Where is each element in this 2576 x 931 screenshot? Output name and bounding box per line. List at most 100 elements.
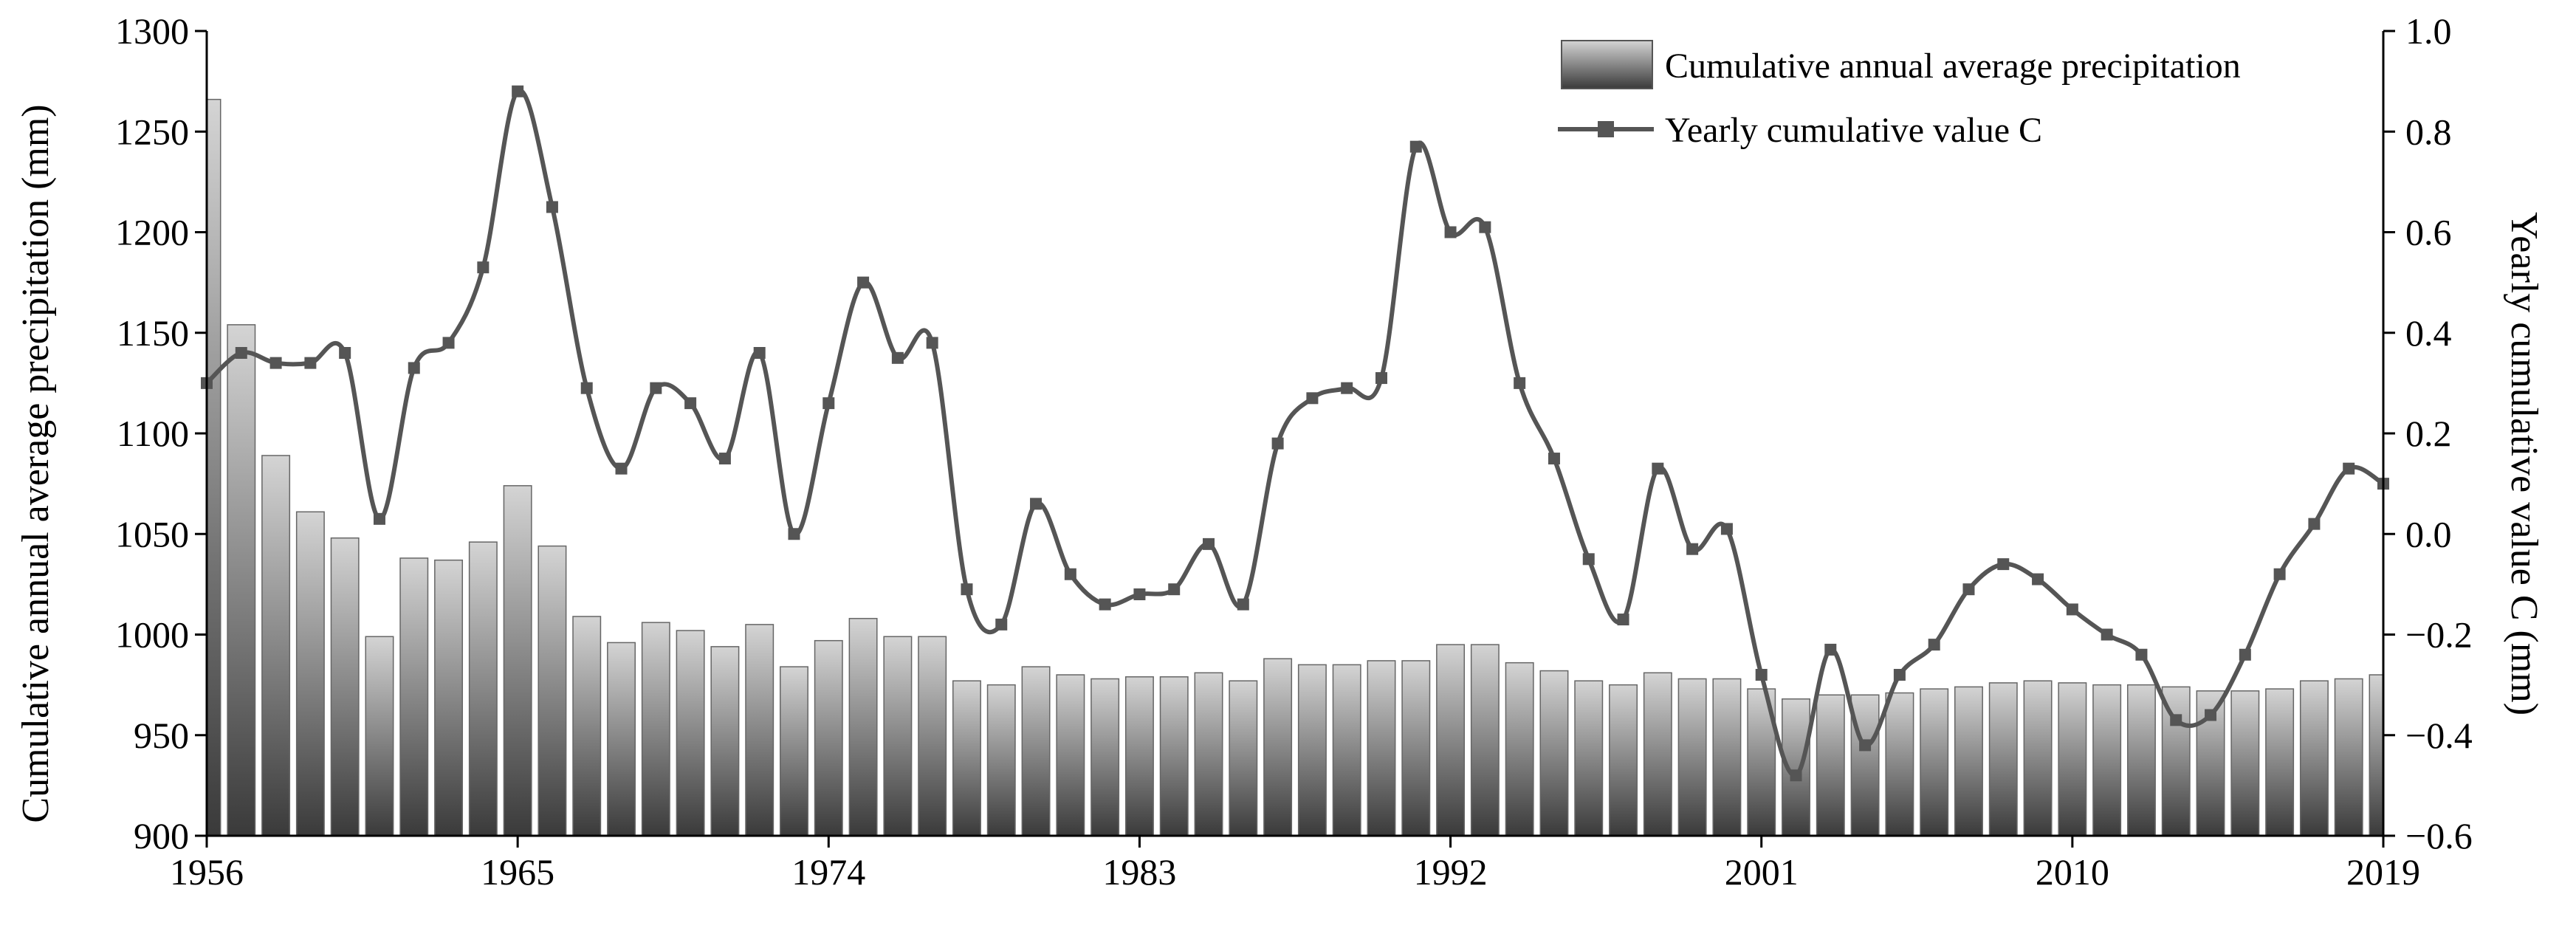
bar-1985 [1194,672,1223,836]
bar-2003 [1816,694,1845,836]
line-marker-1989 [1341,382,1353,394]
bar-1986 [1229,680,1258,836]
bar-1964 [468,541,498,836]
line-marker-1965 [512,85,524,97]
right-tick-label: −0.4 [2405,715,2473,756]
line-marker-1992 [1444,226,1457,238]
right-tick-label: −0.6 [2405,815,2473,856]
bar-series [206,98,2384,836]
bar-2006 [1920,688,1949,836]
x-tick-label: 2019 [2346,851,2420,893]
line-marker-1966 [546,201,558,213]
legend-label-line: Yearly cumulative value C [1665,111,2042,150]
bar-1996 [1574,680,1604,836]
line-marker-1986 [1237,598,1249,611]
bar-1975 [848,617,878,836]
legend-label-bar: Cumulative annual average precipitation [1665,47,2241,86]
line-marker-2015 [2239,648,2251,661]
bar-1982 [1090,678,1120,836]
line-marker-2003 [1824,643,1837,656]
line-marker-2002 [1790,769,1802,782]
bar-2012 [2126,684,2156,836]
bar-1993 [1470,644,1500,836]
line-marker-1962 [408,362,420,374]
bar-1981 [1056,674,1085,836]
line-marker-1990 [1375,372,1387,385]
right-tick-label: 0.0 [2405,513,2452,554]
bar-1990 [1367,660,1396,836]
bar-1972 [745,624,774,836]
bar-1994 [1505,662,1534,836]
bar-2005 [1885,692,1914,836]
bar-1978 [952,680,981,836]
line-marker-1960 [339,347,351,359]
line-marker-1983 [1133,588,1146,600]
line-marker-1975 [857,276,870,289]
line-marker-2001 [1755,669,1768,681]
bar-2013 [2161,686,2191,836]
bar-2011 [2092,684,2122,836]
line-marker-1997 [1617,614,1629,626]
bar-1960 [330,537,360,836]
bar-1979 [986,684,1016,836]
x-tick-label: 1974 [791,851,865,893]
right-tick-label: 0.6 [2405,212,2452,253]
line-marker-1979 [995,618,1008,631]
line-marker-1958 [269,357,282,369]
left-tick-label: 1200 [115,212,189,253]
line-marker-2005 [1893,669,1906,681]
legend-bar-swatch [1561,40,1653,89]
legend-line-marker [1598,121,1614,137]
bar-1974 [814,639,843,836]
line-marker-1991 [1409,140,1422,153]
right-tick-label: −0.2 [2405,614,2473,656]
x-tick-label: 1983 [1102,851,1176,893]
line-marker-1999 [1686,543,1699,555]
line-marker-1963 [442,337,455,349]
bar-1967 [572,616,602,836]
bar-1971 [710,646,740,836]
bar-2000 [1712,678,1742,836]
line-marker-1977 [926,337,938,349]
bar-2008 [1988,682,2018,836]
x-tick-label: 1956 [170,851,244,893]
bar-2007 [1954,686,1983,836]
right-tick-label: 1.0 [2405,10,2452,52]
line-marker-1996 [1582,553,1595,566]
bar-2019 [2369,674,2384,836]
line-marker-1959 [304,357,317,369]
bar-1987 [1263,658,1293,836]
x-tick-label: 1965 [481,851,554,893]
left-tick-label: 900 [134,815,189,856]
bar-1956 [206,98,221,836]
bar-1980 [1021,666,1051,836]
bar-1983 [1124,676,1154,836]
line-marker-1982 [1099,598,1111,611]
line-marker-2010 [2066,603,2078,616]
line-marker-1964 [477,261,490,274]
axes [195,30,2395,848]
bar-1966 [537,545,567,836]
line-marker-1967 [580,382,593,394]
bar-1962 [399,557,429,836]
bar-1991 [1401,660,1431,836]
bar-1992 [1436,644,1466,836]
bar-1977 [918,636,947,836]
left-axis-title: Cumulative annual average precipitation … [15,104,57,822]
bar-1989 [1332,664,1361,836]
line-marker-1988 [1306,392,1319,405]
bar-2010 [2058,682,2087,836]
line-marker-2009 [2032,573,2044,585]
line-marker-2018 [2343,462,2355,475]
line-marker-2007 [1962,583,1975,596]
bar-1961 [365,636,394,836]
line-marker-1973 [788,528,800,540]
line-marker-1984 [1168,583,1181,596]
left-tick-label: 950 [134,715,189,756]
bar-1970 [676,630,705,836]
right-tick-label: 0.8 [2405,111,2452,152]
tick-labels: 900 950 1000 1050 1100 1150 1200 1250 1300 −0.6 −0… [115,10,2473,893]
line-marker-1993 [1479,221,1491,233]
left-tick-label: 1150 [117,312,189,354]
